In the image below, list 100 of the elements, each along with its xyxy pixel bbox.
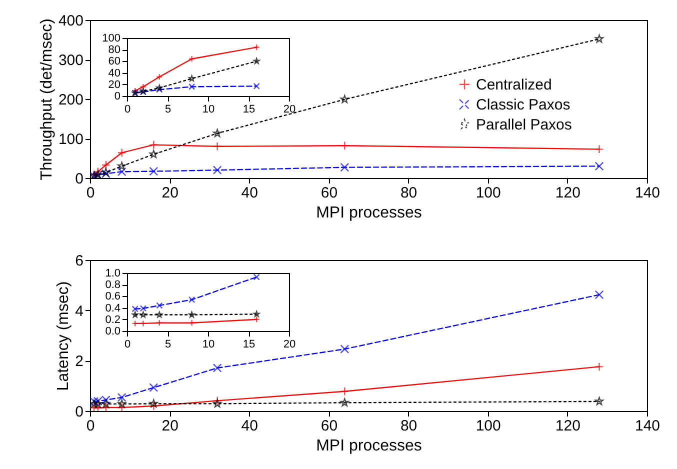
y-tick-label: 4 [75,302,84,320]
x-tick-label: 10 [202,104,215,116]
y-tick-label: 20 [108,78,120,91]
y-tick-label: 6 [75,252,84,270]
point [340,162,350,172]
point [149,383,158,392]
point [140,311,146,318]
x-tick-label: 100 [476,418,501,434]
x-tick-label: 5 [164,338,172,350]
x-tick-label: 0 [124,338,131,350]
point [156,311,163,318]
legend-label: Centralized [476,76,552,94]
x-axis-title: MPI processes [316,438,422,454]
point [140,83,147,90]
point [188,296,196,304]
y-tick-label: 0.2 [105,314,120,326]
point [117,403,126,411]
point [340,94,349,104]
point [594,396,604,406]
x-tick-label: 40 [241,184,258,202]
y-tick-label: 40 [108,67,120,80]
point [156,74,163,80]
point [253,310,260,317]
point [102,399,110,408]
y-tick-label: 100 [102,32,120,44]
x-axis-title: MPI processes [316,204,422,222]
x-tick-label: 120 [555,184,580,202]
point [253,82,260,90]
point [149,401,158,410]
point [149,150,158,158]
point [101,160,110,170]
point [594,362,604,372]
y-axis-title: Throughput (det/msec) [38,18,56,180]
point [340,386,350,396]
point [340,344,350,354]
legend-label: Parallel Paxos [476,116,572,134]
point [118,399,126,408]
x-tick-label: 10 [202,338,215,350]
point [212,396,222,406]
legend-label: Classic Paxos [476,96,570,114]
y-tick-label: 0.0 [105,326,120,338]
point [149,399,158,408]
point [101,403,110,411]
y-tick-label: 400 [58,12,84,30]
y-tick-label: 1.0 [105,268,120,280]
point [117,148,126,158]
point [594,162,604,171]
point [212,142,222,151]
point [94,399,102,408]
point [149,166,158,176]
point [213,128,222,138]
point [340,141,350,150]
x-tick-label: 120 [555,418,580,434]
point [149,140,158,150]
point [188,83,196,90]
x-tick-label: 80 [400,418,418,434]
x-tick-label: 80 [400,184,418,202]
point [253,58,260,64]
point [188,320,196,326]
point [90,396,98,406]
point [594,290,604,300]
y-tick-label: 0.6 [105,290,120,303]
point [213,399,222,408]
point [340,398,349,406]
x-tick-label: 60 [320,418,338,434]
y-tick-label: 0 [114,90,120,102]
x-tick-label: 5 [164,104,172,116]
x-tick-label: 140 [634,184,660,202]
point [140,320,147,327]
point [188,56,196,62]
y-tick-label: 2 [75,353,84,370]
x-tick-label: 100 [476,184,501,202]
y-tick-label: 60 [108,56,120,68]
y-tick-label: 80 [108,44,120,56]
point [117,167,126,176]
x-tick-label: 15 [242,104,256,116]
x-tick-label: 15 [242,338,256,350]
point [118,162,126,170]
y-tick-label: 100 [58,131,84,148]
y-tick-label: 0 [75,404,84,420]
x-tick-label: 20 [283,338,296,350]
y-tick-label: 0.8 [105,279,120,292]
y-tick-label: 300 [58,52,84,69]
x-tick-label: 20 [283,104,296,116]
point [594,144,604,154]
x-tick-label: 40 [241,418,258,434]
point [212,166,222,175]
x-tick-label: 0 [86,418,95,434]
y-tick-label: 200 [58,92,84,108]
x-tick-label: 0 [124,104,131,116]
point [253,274,260,280]
point [156,320,163,326]
x-tick-label: 0 [86,184,95,202]
y-axis-title: Latency (msec) [55,281,72,391]
x-tick-label: 20 [162,418,178,434]
x-tick-label: 140 [634,418,660,434]
x-tick-label: 20 [162,184,178,202]
point [90,399,98,408]
x-tick-label: 60 [320,184,338,202]
point [212,363,222,372]
